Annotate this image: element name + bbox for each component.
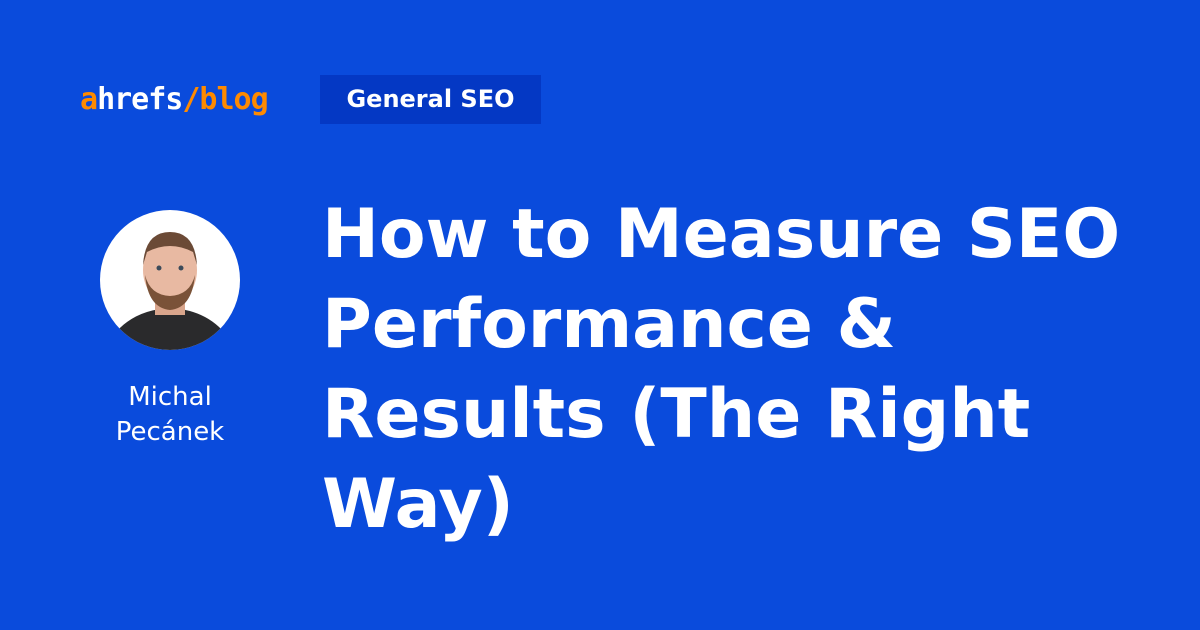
logo-a: a: [80, 82, 98, 117]
category-badge[interactable]: General SEO: [320, 75, 541, 124]
avatar: [100, 210, 240, 350]
article-title: How to Measure SEO Performance & Results…: [322, 195, 1121, 544]
author-photo-icon: [110, 232, 230, 350]
logo-sub: /blog: [182, 82, 268, 117]
author-first-name: Michal: [128, 382, 212, 412]
author-name[interactable]: Michal Pecánek: [70, 380, 270, 450]
author-last-name: Pecánek: [115, 417, 225, 447]
logo-main: hrefs: [97, 82, 183, 117]
ahrefs-blog-logo[interactable]: ahrefs/blog: [80, 80, 269, 120]
